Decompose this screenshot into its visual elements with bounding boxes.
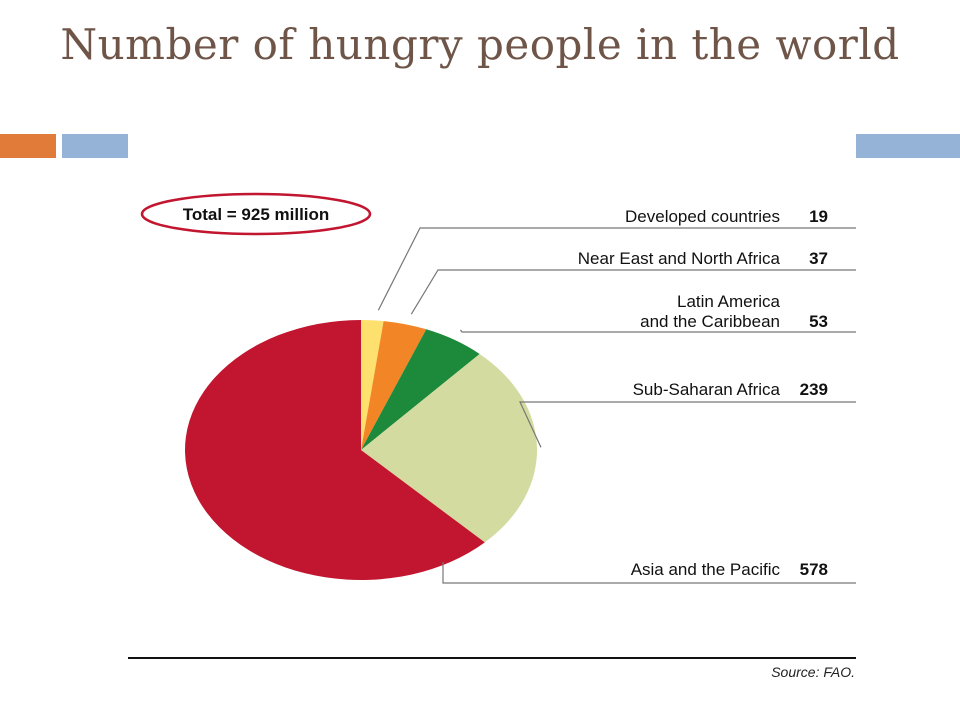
pie-slice xyxy=(361,329,480,450)
accent-bar-orange xyxy=(0,134,56,158)
slide-title: Number of hungry people in the world xyxy=(60,20,900,69)
slice-label: Latin America xyxy=(677,292,781,311)
accent-bar-blue-left xyxy=(62,134,128,158)
pie-slice xyxy=(361,321,427,450)
slice-label: Sub-Saharan Africa xyxy=(633,380,781,399)
slice-labels: Developed countries 19 Near East and North… xyxy=(578,207,828,579)
pie-slices xyxy=(184,319,538,580)
slice-value: 19 xyxy=(809,207,828,226)
total-badge-outline xyxy=(140,192,372,236)
source-note: Source: FAO. xyxy=(771,664,855,680)
leader-line xyxy=(377,227,856,311)
slice-value: 37 xyxy=(809,249,828,268)
leader-line xyxy=(459,329,856,333)
leader-line xyxy=(519,401,856,448)
leader-lines xyxy=(377,227,856,584)
leader-line xyxy=(442,562,856,584)
slice-label: Near East and North Africa xyxy=(578,249,781,268)
accent-bar-blue-right xyxy=(856,134,960,158)
pie-slice xyxy=(361,320,384,450)
pie-slice xyxy=(361,353,538,543)
slice-label: and the Caribbean xyxy=(640,312,780,331)
slice-value: 53 xyxy=(809,312,828,331)
leader-line xyxy=(410,269,856,315)
slice-value: 578 xyxy=(800,560,828,579)
total-label: Total = 925 million xyxy=(183,205,330,224)
slice-value: 239 xyxy=(800,380,828,399)
pie-slice xyxy=(184,319,485,580)
slice-label: Asia and the Pacific xyxy=(631,560,781,579)
slice-label: Developed countries xyxy=(625,207,780,226)
